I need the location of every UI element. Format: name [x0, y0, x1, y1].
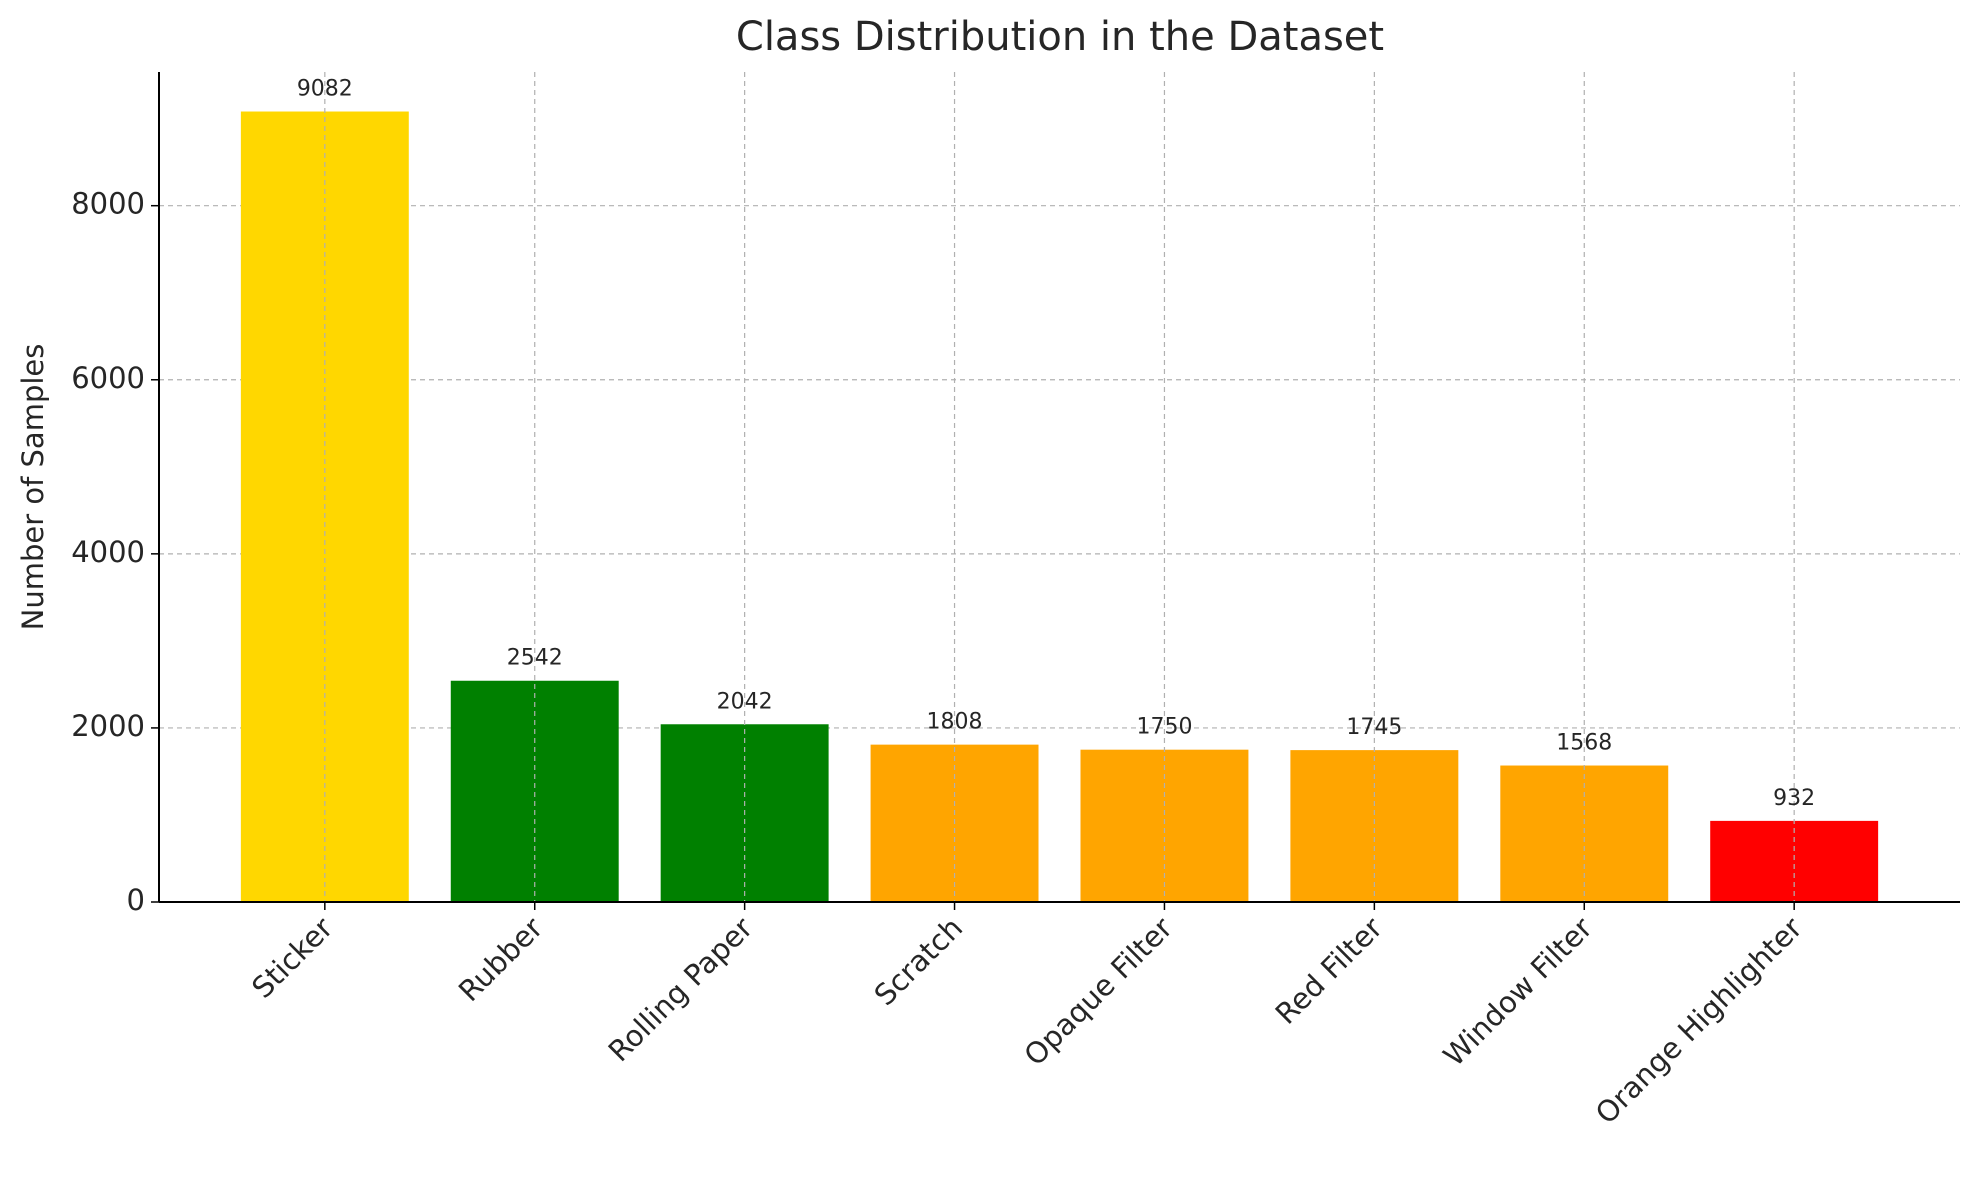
y-tick-label: 0: [127, 883, 145, 917]
chart-title: Class Distribution in the Dataset: [736, 14, 1384, 60]
x-tick-label: Orange Highlighter: [1589, 911, 1809, 1131]
value-label: 932: [1773, 786, 1815, 811]
bar: [1080, 749, 1249, 902]
value-label: 1745: [1346, 715, 1402, 740]
x-tick-label: Sticker: [245, 911, 339, 1005]
x-tick-label: Opaque Filter: [1017, 911, 1179, 1073]
y-tick-label: 6000: [71, 361, 145, 395]
y-tick-label: 4000: [71, 535, 145, 569]
value-label: 2042: [717, 689, 773, 714]
x-tick-label: Red Filter: [1269, 911, 1389, 1031]
value-label: 1808: [927, 710, 983, 735]
x-tick-label: Rubber: [452, 911, 549, 1008]
value-label: 1750: [1136, 715, 1192, 740]
value-label: 9082: [297, 77, 353, 102]
bar: [1290, 750, 1459, 902]
bar: [1500, 765, 1669, 902]
x-tick-label: Scratch: [868, 911, 970, 1013]
value-label: 1568: [1556, 731, 1612, 756]
y-tick-label: 2000: [71, 709, 145, 743]
x-tick-label: Rolling Paper: [602, 911, 760, 1069]
y-axis-label: Number of Samples: [16, 344, 50, 631]
value-label: 2542: [507, 646, 563, 671]
x-tick-label: Window Filter: [1437, 911, 1599, 1073]
bar: [1710, 820, 1879, 902]
y-tick-label: 8000: [71, 187, 145, 221]
